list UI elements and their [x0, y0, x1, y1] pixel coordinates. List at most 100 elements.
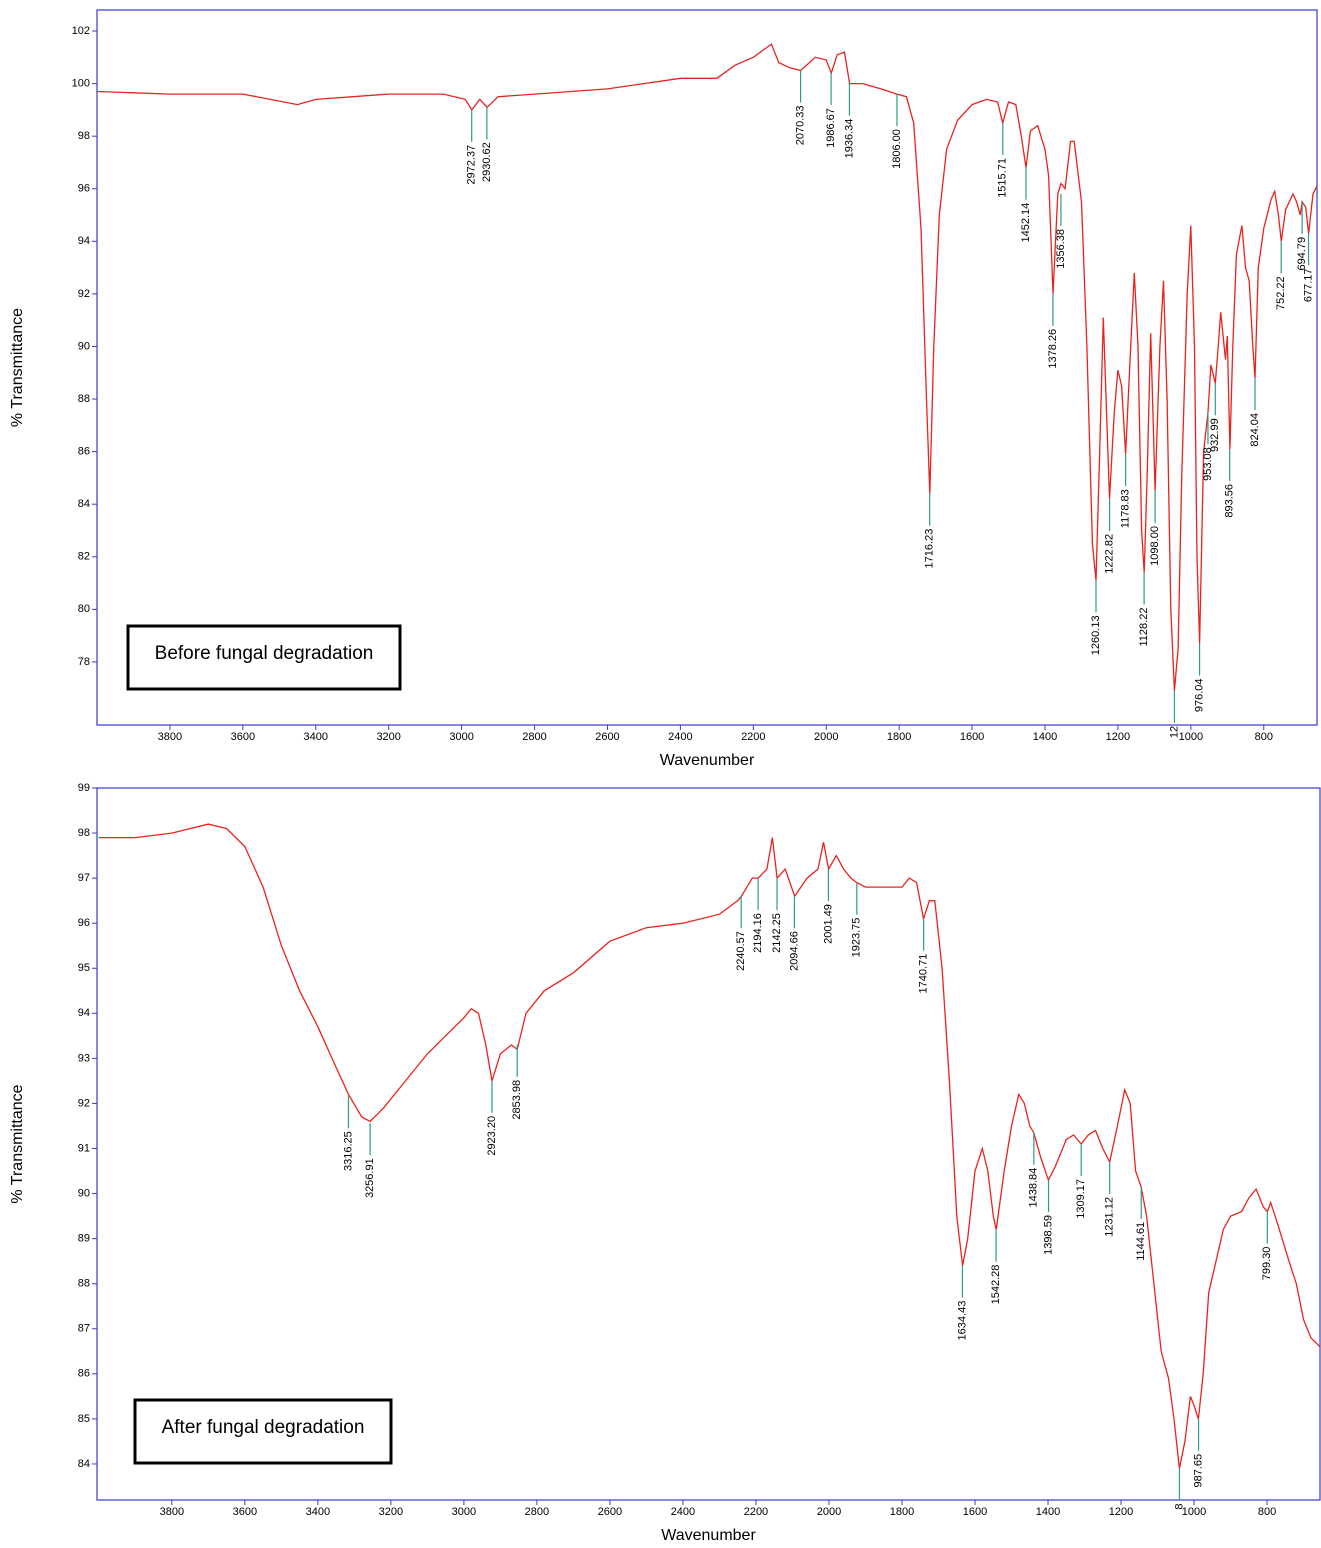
- y-tick-label: 85: [78, 1413, 90, 1425]
- x-tick-label: 2400: [671, 1506, 695, 1518]
- y-tick-label: 92: [78, 1097, 90, 1109]
- x-tick-label: 1600: [960, 731, 984, 743]
- y-tick-label: 90: [78, 340, 90, 352]
- peak-label: 1542.28: [990, 1265, 1002, 1305]
- peak-label: 1356.38: [1055, 229, 1067, 269]
- y-axis-title: % Transmittance: [9, 1084, 26, 1203]
- x-tick-label: 3400: [304, 731, 328, 743]
- peak-label: 1378.26: [1047, 329, 1059, 369]
- peak-label: 3256.91: [364, 1158, 376, 1198]
- peak-label: 2923.20: [486, 1116, 498, 1156]
- y-tick-label: 91: [78, 1142, 90, 1154]
- peak-label: 1452.14: [1020, 203, 1032, 243]
- y-tick-label: 88: [78, 393, 90, 405]
- peak-label: 893.56: [1224, 484, 1236, 518]
- peak-label: 2194.16: [752, 913, 764, 953]
- y-tick-label: 96: [78, 917, 90, 929]
- x-tick-label: 3000: [449, 731, 473, 743]
- peak-label: 1740.71: [918, 954, 930, 994]
- annotation-box: [133, 1398, 393, 1465]
- peak-label: 2070.33: [794, 105, 806, 145]
- peak-label: 1716.23: [924, 529, 936, 569]
- x-tick-label: 3600: [231, 731, 255, 743]
- annotation-text: Before fungal degradation: [155, 643, 374, 664]
- peak-label: 2001.49: [822, 904, 834, 944]
- peak-label: 2853.98: [511, 1080, 523, 1120]
- x-tick-label: 3200: [379, 1506, 403, 1518]
- y-tick-label: 80: [78, 603, 90, 615]
- annotation-box: [126, 624, 402, 691]
- peak-label: 8: [1173, 1503, 1185, 1509]
- peak-label: 1144.61: [1135, 1222, 1147, 1261]
- y-tick-label: 93: [78, 1052, 90, 1064]
- peak-label: 1260.13: [1090, 615, 1102, 655]
- x-tick-label: 2200: [744, 1506, 768, 1518]
- x-tick-label: 2800: [525, 1506, 549, 1518]
- x-tick-label: 2000: [817, 1506, 841, 1518]
- x-tick-label: 3800: [160, 1506, 184, 1518]
- peak-label: 1515.71: [997, 158, 1009, 198]
- x-tick-label: 1200: [1106, 731, 1130, 743]
- peak-label: 1936.34: [843, 119, 855, 159]
- y-tick-label: 95: [78, 962, 90, 974]
- y-tick-label: 96: [78, 183, 90, 195]
- y-tick-label: 87: [78, 1323, 90, 1335]
- peak-label: 1986.67: [825, 108, 837, 148]
- x-tick-label: 2600: [598, 1506, 622, 1518]
- peak-label: 987.65: [1192, 1454, 1204, 1488]
- x-axis-title: Wavenumber: [661, 1527, 756, 1544]
- x-tick-label: 800: [1255, 731, 1273, 743]
- y-tick-label: 86: [78, 1368, 90, 1380]
- peak-label: 1222.82: [1104, 534, 1116, 574]
- x-tick-label: 1200: [1109, 1506, 1133, 1518]
- x-tick-label: 2400: [668, 731, 692, 743]
- y-tick-label: 89: [78, 1233, 90, 1245]
- x-tick-label: 1400: [1033, 731, 1057, 743]
- x-tick-label: 3200: [376, 731, 400, 743]
- peak-label: 953.08: [1202, 447, 1214, 481]
- x-tick-label: 3800: [158, 731, 182, 743]
- plot-frame: [96, 787, 1321, 1501]
- peak-label: 2142.25: [771, 913, 783, 953]
- y-axis-title: % Transmittance: [9, 308, 26, 427]
- peak-label: 2240.57: [735, 931, 747, 971]
- y-tick-label: 102: [72, 25, 90, 37]
- annotation-text: After fungal degradation: [162, 1417, 365, 1438]
- x-tick-label: 1000: [1179, 731, 1203, 743]
- y-tick-label: 90: [78, 1187, 90, 1199]
- peak-label: 1398.59: [1042, 1215, 1054, 1255]
- y-tick-label: 98: [78, 827, 90, 839]
- x-axis-title: Wavenumber: [660, 752, 755, 769]
- peak-label: 976.04: [1193, 679, 1205, 713]
- peak-label: 799.30: [1261, 1247, 1273, 1281]
- peak-label: 1309.17: [1075, 1179, 1087, 1219]
- peak-label: 677.17: [1302, 268, 1314, 302]
- peak-label: 12: [1168, 726, 1180, 738]
- peak-label: 1098.00: [1149, 526, 1161, 566]
- x-tick-label: 1600: [963, 1506, 987, 1518]
- peak-label: 3316.25: [342, 1131, 354, 1171]
- peak-label: 1128.22: [1138, 608, 1150, 647]
- x-tick-label: 2000: [814, 731, 838, 743]
- y-tick-label: 100: [72, 78, 90, 90]
- y-tick-label: 86: [78, 446, 90, 458]
- peak-label: 1178.83: [1120, 489, 1132, 528]
- spectrum-line: [96, 43, 1318, 691]
- plot-frame: [96, 9, 1318, 726]
- y-tick-label: 94: [78, 1007, 90, 1019]
- peak-label: 824.04: [1249, 413, 1261, 447]
- y-tick-label: 97: [78, 872, 90, 884]
- peak-label: 2972.37: [466, 145, 478, 185]
- x-tick-label: 1800: [887, 731, 911, 743]
- peak-label: 1438.84: [1028, 1168, 1040, 1208]
- y-tick-label: 99: [78, 782, 90, 794]
- x-tick-label: 800: [1258, 1506, 1276, 1518]
- y-tick-label: 82: [78, 551, 90, 563]
- x-tick-label: 3400: [306, 1506, 330, 1518]
- spectrum-line: [98, 823, 1321, 1469]
- peak-label: 1231.12: [1104, 1197, 1116, 1237]
- y-tick-label: 88: [78, 1278, 90, 1290]
- x-tick-label: 1800: [890, 1506, 914, 1518]
- peak-label: 932.99: [1209, 418, 1221, 452]
